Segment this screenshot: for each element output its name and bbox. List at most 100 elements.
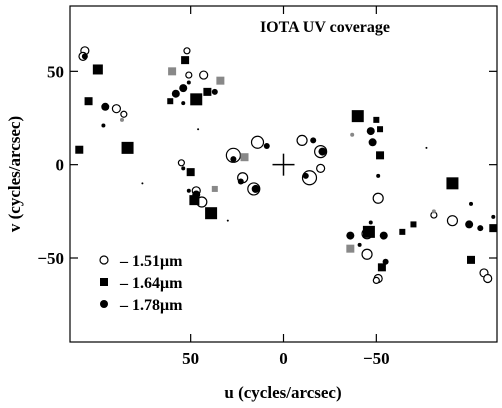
filled-circle-point xyxy=(477,225,484,232)
filled-circle-point xyxy=(310,137,317,144)
y-tick-label: 50 xyxy=(47,62,64,81)
filled-circle-point xyxy=(366,127,375,136)
filled-circle-point xyxy=(302,172,309,179)
legend-label: – 1.64μm xyxy=(119,275,183,292)
open-circle-point xyxy=(225,147,241,163)
legend-marker xyxy=(100,278,108,286)
filled-circle-point xyxy=(186,80,191,85)
legend: – 1.51μm – 1.64μm – 1.78μm xyxy=(99,253,183,314)
legend-label: – 1.51μm xyxy=(119,253,183,270)
y-tick-label: −50 xyxy=(37,249,64,268)
filled-square-point xyxy=(376,151,385,160)
filled-circle-point xyxy=(431,209,436,214)
x-tick-label: 50 xyxy=(182,349,199,368)
filled-square-point xyxy=(121,141,134,154)
filled-circle-point xyxy=(179,84,188,93)
filled-square-point xyxy=(410,221,417,228)
x-tick-label: 0 xyxy=(279,349,288,368)
filled-square-point xyxy=(186,168,195,177)
filled-square-point xyxy=(240,153,249,162)
filled-circle-point xyxy=(491,214,496,219)
chart-title: IOTA UV coverage xyxy=(260,19,390,36)
open-circle-point xyxy=(250,135,265,149)
filled-circle-point xyxy=(192,190,201,199)
filled-circle-point xyxy=(382,258,389,265)
open-circle-point xyxy=(120,110,128,118)
filled-square-point xyxy=(346,244,355,253)
filled-square-point xyxy=(167,98,174,105)
filled-square-point xyxy=(216,76,225,85)
open-circle-point xyxy=(361,248,373,260)
filled-circle-point xyxy=(346,231,355,240)
filled-square-point xyxy=(84,97,93,106)
open-circle-point xyxy=(183,47,191,55)
filled-circle-point xyxy=(469,201,474,206)
filled-circle-point xyxy=(379,231,388,240)
axis-ticks xyxy=(70,6,497,342)
y-tick-label: 0 xyxy=(56,156,65,175)
filled-circle-point xyxy=(197,128,200,131)
x-axis-label: u (cycles/arcsec) xyxy=(224,383,341,402)
filled-square-point xyxy=(446,177,459,190)
filled-square-point xyxy=(181,56,190,65)
open-circle-point xyxy=(372,192,384,204)
open-circle-point xyxy=(372,276,380,284)
filled-circle-point xyxy=(368,220,373,225)
filled-circle-point xyxy=(350,132,355,137)
filled-circle-point xyxy=(263,143,270,149)
filled-circle-point xyxy=(119,117,124,122)
legend-marker xyxy=(99,255,109,265)
open-circle-point xyxy=(316,163,326,173)
open-circle-point xyxy=(446,215,459,227)
filled-square-point xyxy=(203,87,212,96)
axis-tick-labels: 50 0 −50 50 0 −50 xyxy=(37,62,389,368)
filled-circle-point xyxy=(376,173,381,178)
filled-circle-point xyxy=(181,166,186,171)
filled-circle-point xyxy=(226,219,229,222)
filled-circle-point xyxy=(171,89,180,98)
open-circle-point xyxy=(111,104,122,114)
filled-square-point xyxy=(377,126,384,133)
filled-square-point xyxy=(168,67,177,76)
legend-label: – 1.78μm xyxy=(119,297,183,314)
filled-square-point xyxy=(190,93,203,106)
filled-square-point xyxy=(189,195,200,206)
y-axis-label: v (cycles/arcsec) xyxy=(5,116,24,232)
x-tick-label: −50 xyxy=(363,349,390,368)
filled-square-point xyxy=(373,116,380,123)
data-points xyxy=(75,46,498,284)
filled-square-point xyxy=(489,224,498,233)
filled-circle-point xyxy=(101,123,106,128)
filled-circle-point xyxy=(237,178,244,185)
open-circle-point xyxy=(483,273,493,284)
filled-circle-point xyxy=(81,53,88,60)
filled-square-point xyxy=(205,207,218,220)
filled-circle-point xyxy=(368,138,377,147)
filled-circle-point xyxy=(181,101,186,106)
filled-square-point xyxy=(75,145,84,154)
filled-square-point xyxy=(377,263,386,272)
filled-square-point xyxy=(211,185,218,192)
open-circle-point xyxy=(185,71,193,79)
filled-circle-point xyxy=(425,146,428,149)
filled-square-point xyxy=(92,64,103,75)
filled-circle-point xyxy=(251,184,260,193)
open-circle-point xyxy=(177,159,185,167)
center-marker xyxy=(272,153,295,176)
legend-marker xyxy=(100,300,108,308)
open-circle-point xyxy=(199,70,209,80)
filled-circle-point xyxy=(211,88,218,95)
filled-circle-point xyxy=(141,182,144,185)
open-circle-point xyxy=(296,134,308,146)
filled-square-point xyxy=(399,228,406,235)
filled-circle-point xyxy=(101,102,110,111)
filled-circle-point xyxy=(186,188,191,193)
filled-square-point xyxy=(362,225,375,238)
filled-circle-point xyxy=(465,220,474,229)
filled-circle-point xyxy=(230,156,237,163)
filled-circle-point xyxy=(357,242,362,247)
filled-square-point xyxy=(351,110,364,123)
filled-square-point xyxy=(467,255,476,264)
filled-circle-point xyxy=(318,147,327,156)
